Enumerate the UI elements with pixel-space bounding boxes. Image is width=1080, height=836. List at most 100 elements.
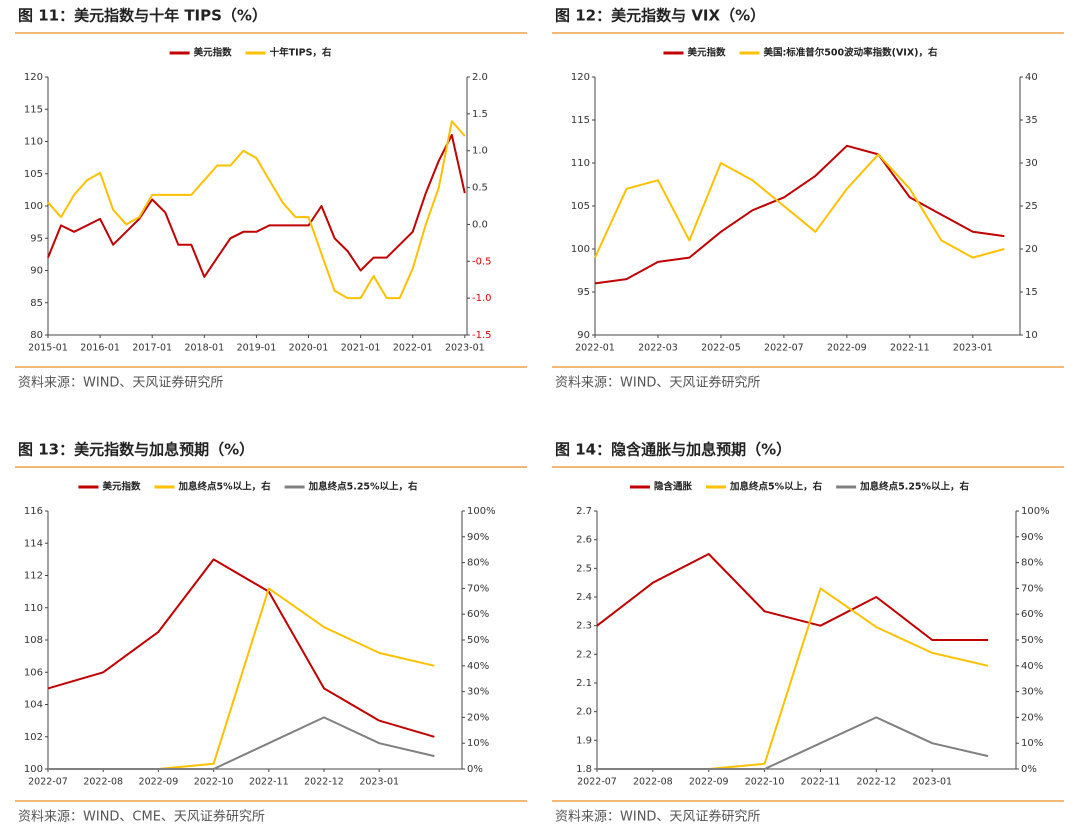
y-tick-label: 108 — [24, 635, 43, 646]
y-tick-label: 104 — [24, 700, 43, 711]
y2-tick-label: -1.0 — [472, 293, 492, 304]
y-tick-label: 120 — [571, 72, 590, 83]
y2-tick-label: 40% — [467, 661, 489, 672]
y-tick-label: 115 — [571, 115, 590, 126]
x-tick-label: 2016-01 — [80, 343, 120, 354]
y-tick-label: 110 — [24, 603, 43, 614]
y2-tick-label: 0% — [467, 764, 483, 775]
y2-tick-label: -0.5 — [472, 256, 492, 267]
y-tick-label: 114 — [24, 538, 43, 549]
x-tick-label: 2022-08 — [83, 777, 123, 788]
x-tick-label: 2023-01 — [359, 777, 399, 788]
y2-tick-label: 100% — [1021, 506, 1050, 517]
y2-tick-label: -1.5 — [472, 330, 492, 341]
y2-tick-label: 20% — [1021, 712, 1043, 723]
y2-tick-label: 30% — [467, 687, 489, 698]
series-line — [594, 144, 1005, 285]
panel-title: 图 13：美元指数与加息预期（%） — [18, 441, 254, 459]
y-tick-label: 80 — [30, 330, 43, 341]
x-tick-label: 2022-09 — [827, 343, 867, 354]
x-tick-label: 2022-01 — [393, 343, 433, 354]
y2-tick-label: 90% — [467, 532, 489, 543]
y2-tick-label: 50% — [1021, 635, 1043, 646]
series-line — [594, 153, 1005, 259]
y-tick-label: 2.3 — [576, 621, 592, 632]
y-tick-label: 2.2 — [576, 649, 592, 660]
y2-tick-label: 40% — [1021, 661, 1043, 672]
series-line — [596, 553, 989, 641]
legend-label: 美元指数 — [686, 47, 726, 59]
y2-tick-label: 50% — [467, 635, 489, 646]
x-tick-label: 2023-01 — [912, 777, 952, 788]
series-line — [48, 716, 435, 770]
y2-tick-label: 60% — [1021, 609, 1043, 620]
y-tick-label: 1.9 — [576, 735, 592, 746]
x-tick-label: 2018-01 — [184, 343, 224, 354]
y-tick-label: 100 — [571, 244, 590, 255]
x-tick-label: 2022-05 — [701, 343, 741, 354]
y-tick-label: 105 — [24, 169, 43, 180]
series-line — [47, 120, 466, 300]
x-tick-label: 2022-10 — [745, 777, 785, 788]
y-tick-label: 2.6 — [576, 535, 592, 546]
x-tick-label: 2022-12 — [856, 777, 896, 788]
x-tick-label: 2022-07 — [577, 777, 617, 788]
legend-label: 加息终点5%以上，右 — [177, 481, 271, 493]
y2-tick-label: 30 — [1025, 158, 1038, 169]
legend-label: 十年TIPS，右 — [270, 47, 332, 59]
y-tick-label: 1.8 — [576, 764, 592, 775]
x-tick-label: 2022-03 — [638, 343, 678, 354]
x-tick-label: 2022-01 — [575, 343, 615, 354]
x-tick-label: 2017-01 — [132, 343, 172, 354]
source: 资料来源：WIND、天风证券研究所 — [18, 375, 223, 391]
y2-tick-label: 100% — [467, 506, 496, 517]
source: 资料来源：WIND、天风证券研究所 — [555, 809, 760, 825]
series-line — [47, 134, 466, 278]
y-tick-label: 106 — [24, 667, 43, 678]
y-tick-label: 2.7 — [576, 506, 592, 517]
y-tick-label: 110 — [24, 137, 43, 148]
y-tick-label: 120 — [24, 72, 43, 83]
panel-title: 图 12：美元指数与 VIX（%） — [555, 7, 765, 25]
source: 资料来源：WIND、天风证券研究所 — [555, 375, 760, 391]
x-tick-label: 2022-09 — [139, 777, 179, 788]
x-tick-label: 2022-09 — [689, 777, 729, 788]
y2-tick-label: 40 — [1025, 72, 1038, 83]
y-tick-label: 2.5 — [576, 563, 592, 574]
x-tick-label: 2022-11 — [249, 777, 289, 788]
legend-label: 隐含通胀 — [654, 481, 693, 493]
y-tick-label: 95 — [30, 233, 43, 244]
x-tick-label: 2023-01 — [445, 343, 485, 354]
y-tick-label: 105 — [571, 201, 590, 212]
legend-label: 加息终点5.25%以上，右 — [308, 481, 418, 493]
legend-label: 美元指数 — [101, 481, 141, 493]
y2-tick-label: 10% — [467, 738, 489, 749]
y2-tick-label: 0.5 — [472, 183, 488, 194]
y2-tick-label: 2.0 — [472, 72, 488, 83]
x-tick-label: 2015-01 — [28, 343, 68, 354]
x-tick-label: 2022-11 — [890, 343, 930, 354]
legend-label: 美国:标准普尔500波动率指数(VIX)，右 — [762, 47, 938, 59]
series-line — [597, 716, 989, 770]
y2-tick-label: 20% — [467, 712, 489, 723]
y-tick-label: 112 — [24, 571, 43, 582]
y2-tick-label: 25 — [1025, 201, 1038, 212]
y2-tick-label: 90% — [1021, 532, 1043, 543]
y-tick-label: 2.0 — [576, 707, 592, 718]
y-tick-label: 95 — [577, 287, 590, 298]
legend-label: 加息终点5.25%以上，右 — [859, 481, 969, 493]
y-tick-label: 116 — [24, 506, 43, 517]
y2-tick-label: 70% — [467, 583, 489, 594]
y2-tick-label: 30% — [1021, 687, 1043, 698]
panel-title: 图 14：隐含通胀与加息预期（%） — [555, 441, 791, 459]
y-tick-label: 85 — [30, 298, 43, 309]
legend-label: 美元指数 — [193, 47, 233, 59]
x-tick-label: 2019-01 — [237, 343, 277, 354]
source: 资料来源：WIND、CME、天风证券研究所 — [18, 809, 265, 825]
x-tick-label: 2022-07 — [764, 343, 804, 354]
x-tick-label: 2022-08 — [633, 777, 673, 788]
x-tick-label: 2023-01 — [953, 343, 993, 354]
y2-tick-label: 1.5 — [472, 109, 488, 120]
y2-tick-label: 10 — [1025, 330, 1038, 341]
